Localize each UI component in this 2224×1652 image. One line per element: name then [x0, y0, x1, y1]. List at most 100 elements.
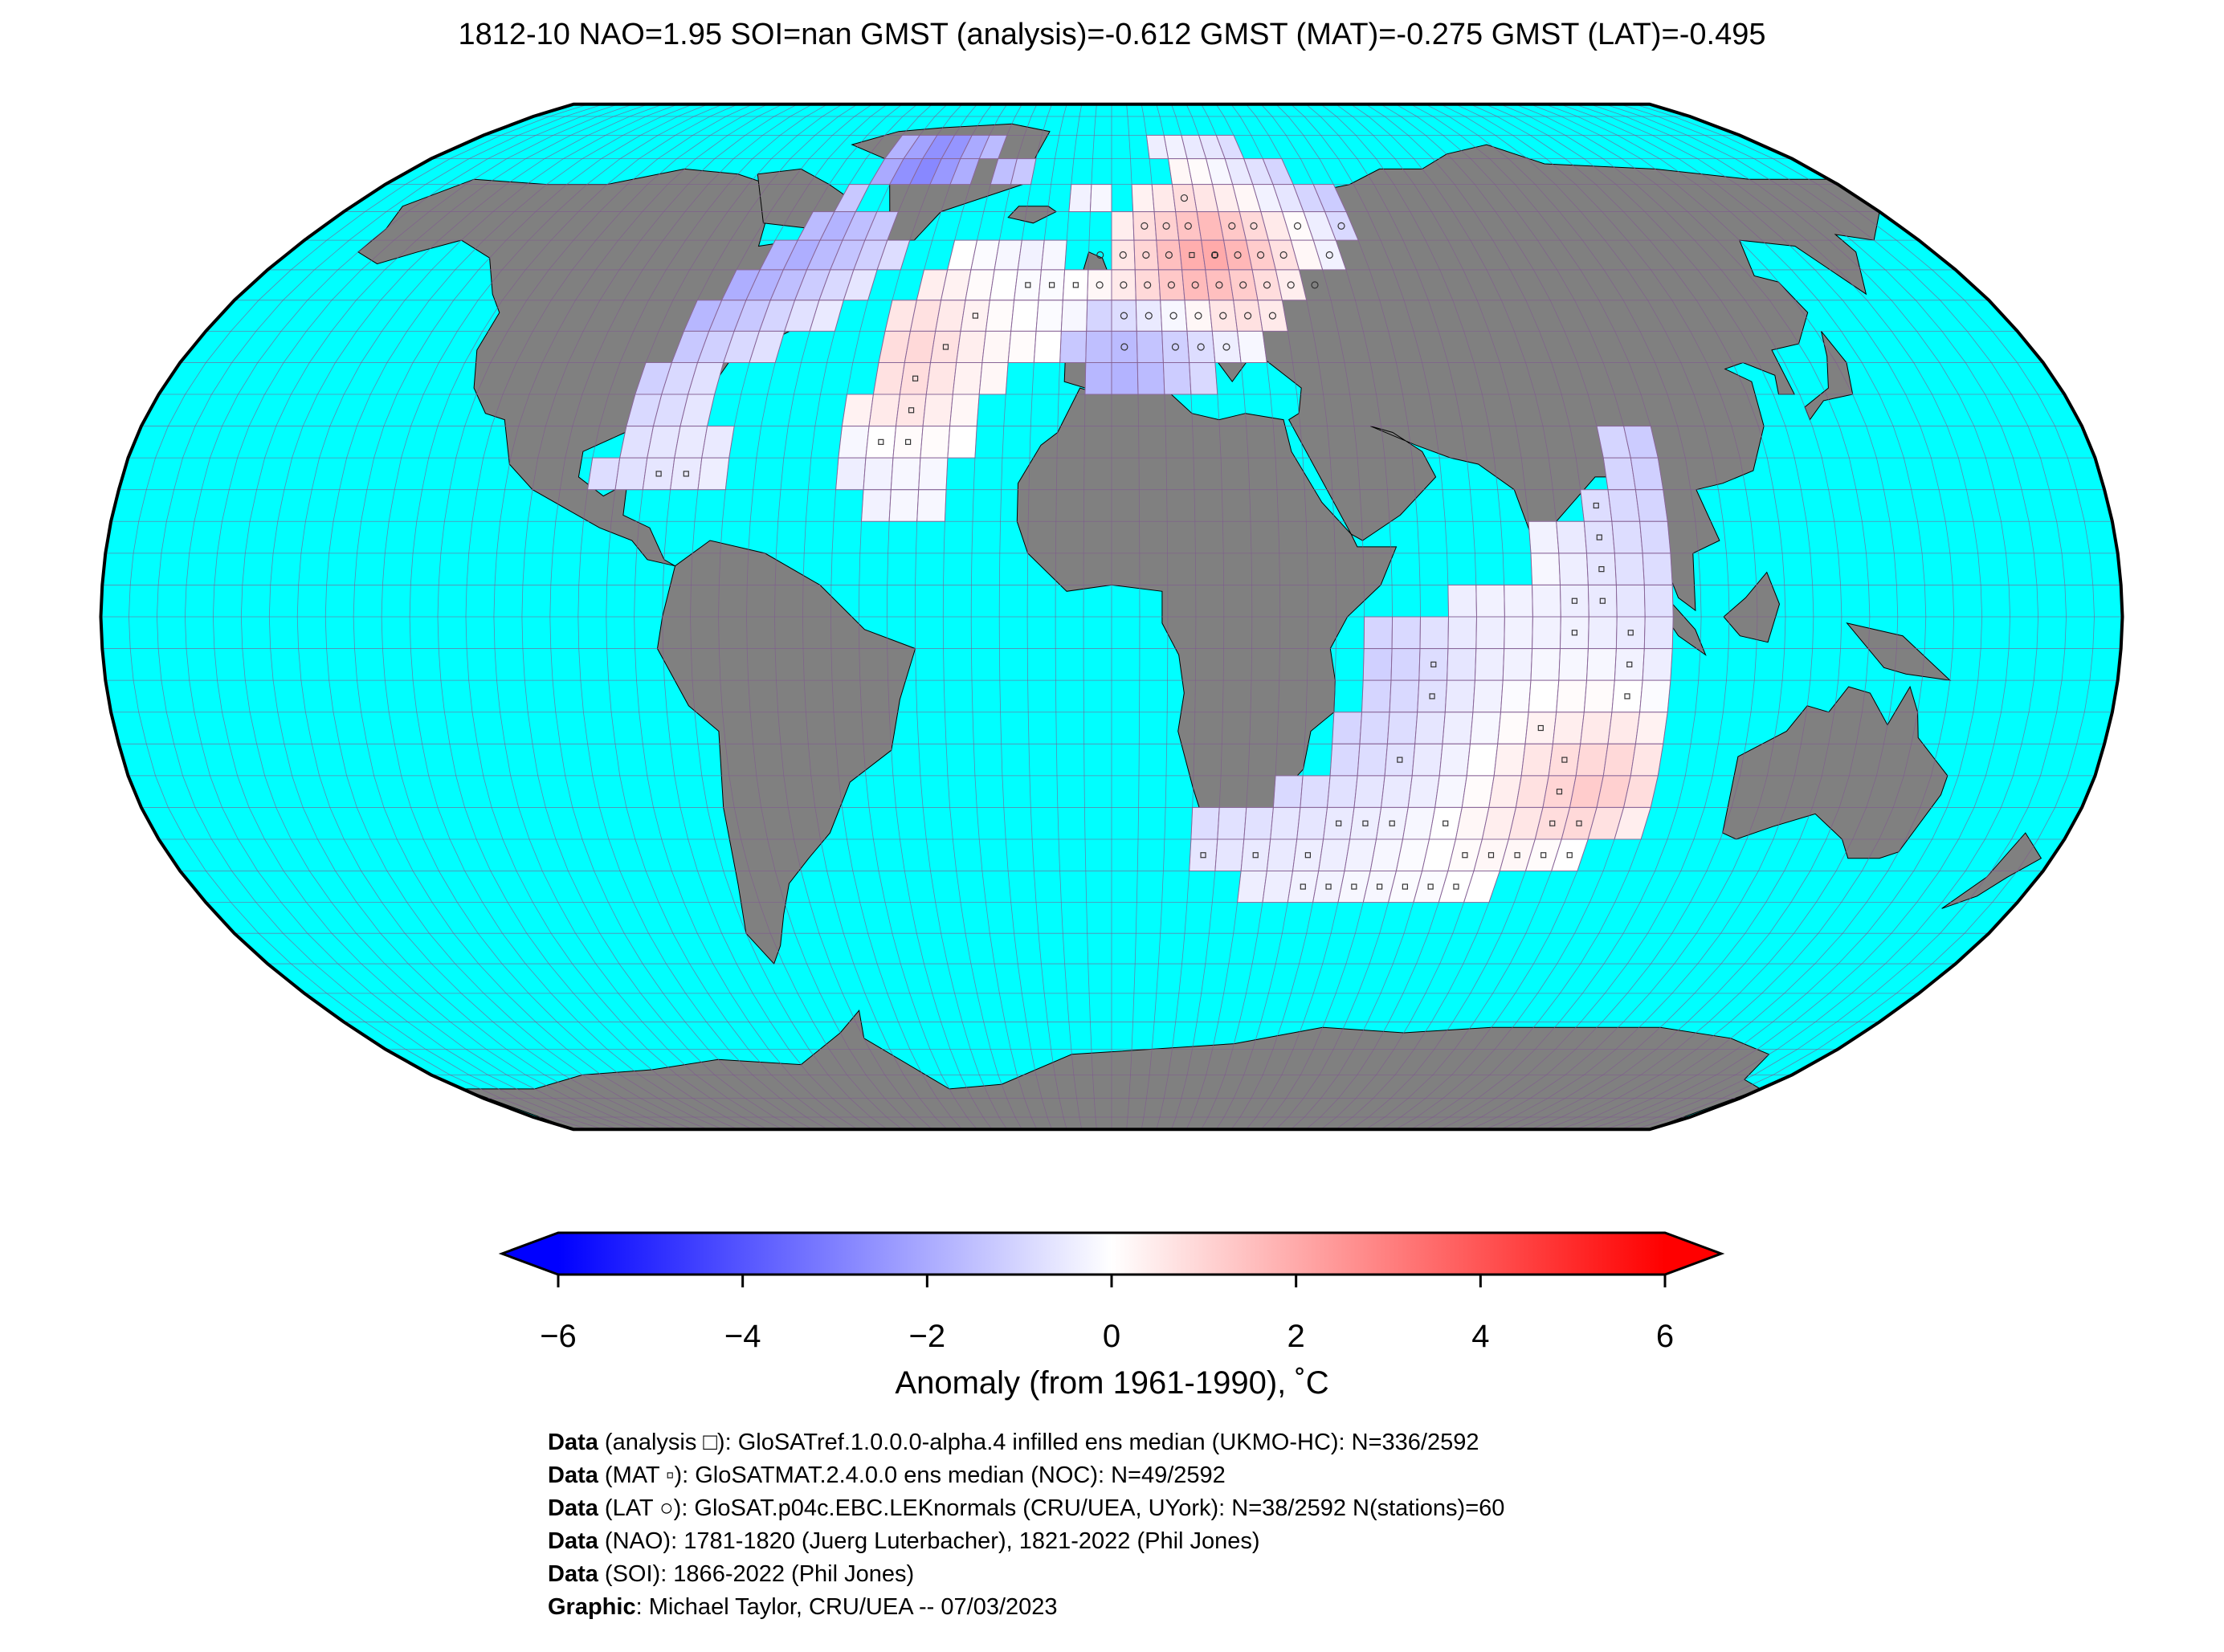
colorbar-tick-label: −4: [724, 1319, 761, 1354]
lat-marker: [1096, 251, 1104, 259]
lat-marker: [1293, 222, 1302, 230]
mat-marker: [1571, 630, 1577, 636]
mat-marker: [1300, 883, 1306, 890]
mat-marker: [1540, 852, 1547, 859]
lat-marker: [1184, 222, 1192, 230]
mat-marker: [1397, 757, 1403, 763]
mat-marker: [1571, 598, 1577, 604]
lat-marker: [1210, 251, 1219, 259]
lat-marker: [1120, 343, 1128, 351]
credit-text: (LAT ○): GloSAT.p04c.EBC.LEKnormals (CRU…: [598, 1495, 1505, 1521]
mat-marker: [1336, 820, 1342, 826]
credit-line-soi: Data (SOI): 1866-2022 (Phil Jones): [548, 1558, 1504, 1591]
mat-marker: [1351, 883, 1357, 890]
mat-marker: [1211, 251, 1218, 259]
data-credits: Data (analysis □): GloSATref.1.0.0.0-alp…: [548, 1426, 1504, 1624]
mat-marker: [1304, 852, 1311, 859]
land-borneo: [1723, 571, 1781, 643]
colorbar-extend-left: [502, 1233, 558, 1275]
map-boundary: [99, 102, 2124, 1132]
observation-markers: [655, 194, 1634, 890]
lat-marker: [1142, 251, 1150, 259]
lat-marker: [1325, 251, 1333, 259]
lat-marker: [1197, 343, 1205, 351]
colorbar-ticks: [557, 1275, 1667, 1287]
lat-marker: [1141, 222, 1149, 230]
mat-marker: [942, 344, 949, 350]
mat-marker: [878, 438, 884, 445]
lat-marker: [1219, 312, 1227, 320]
lat-marker: [1311, 281, 1319, 289]
colorbar-tick-label: 4: [1471, 1319, 1490, 1354]
mat-marker: [1429, 693, 1435, 700]
lat-marker: [1162, 222, 1170, 230]
mat-marker: [1252, 852, 1259, 859]
colorbar-tick-label: 6: [1655, 1319, 1675, 1354]
mat-marker: [1462, 852, 1468, 859]
lat-marker: [1243, 312, 1252, 320]
mat-marker: [1325, 883, 1332, 890]
lat-marker: [1145, 312, 1153, 320]
mat-marker: [1576, 820, 1582, 826]
mat-marker: [1362, 820, 1369, 826]
land-iceland: [1007, 206, 1057, 224]
mat-marker: [972, 312, 979, 319]
lat-marker: [1119, 251, 1127, 259]
colorbar-tick-label: −6: [540, 1319, 577, 1354]
lat-marker: [1268, 312, 1277, 320]
mat-marker: [683, 471, 689, 477]
mat-marker: [1427, 883, 1434, 890]
lat-marker: [1165, 251, 1173, 259]
mat-marker: [1453, 883, 1459, 890]
mat-marker: [1487, 852, 1495, 859]
mat-marker: [1593, 502, 1599, 509]
mat-marker: [1389, 820, 1395, 826]
lat-marker: [1256, 251, 1265, 259]
lat-marker: [1239, 281, 1247, 289]
lat-marker: [1180, 194, 1189, 202]
credit-label: Data: [548, 1561, 598, 1587]
mat-marker: [655, 471, 662, 477]
colorbar-gradient: [558, 1233, 1665, 1275]
mat-marker: [908, 407, 915, 414]
lat-marker: [1337, 222, 1345, 230]
lat-marker: [1263, 281, 1271, 289]
lat-marker: [1169, 312, 1177, 320]
land-new-guinea: [1846, 622, 1952, 681]
lat-marker: [1250, 222, 1258, 230]
mat-marker: [1200, 852, 1206, 859]
mat-marker: [1514, 852, 1520, 859]
credit-label: Data: [548, 1495, 598, 1521]
lat-marker: [1120, 312, 1128, 320]
mat-marker: [1402, 883, 1408, 890]
mat-marker: [1624, 693, 1630, 700]
lat-marker: [1096, 281, 1104, 289]
mat-marker: [1627, 630, 1634, 636]
credit-text: (NAO): 1781-1820 (Juerg Luterbacher), 18…: [598, 1528, 1260, 1554]
credit-line-mat: Data (MAT ▫): GloSATMAT.2.4.0.0 ens medi…: [548, 1459, 1504, 1492]
mat-marker: [1377, 883, 1383, 890]
credit-label: Graphic: [548, 1594, 636, 1620]
colorbar-tick-label: 2: [1287, 1319, 1305, 1354]
colorbar-label: Anomaly (from 1961-1990), ˚C: [895, 1365, 1329, 1401]
mat-marker: [1566, 852, 1573, 859]
mat-marker: [1048, 282, 1055, 288]
credit-line-analysis: Data (analysis □): GloSATref.1.0.0.0-alp…: [548, 1426, 1504, 1459]
mat-marker: [1430, 661, 1437, 667]
lat-marker: [1222, 343, 1230, 351]
mat-marker: [1072, 282, 1079, 288]
credit-label: Data: [548, 1462, 598, 1488]
credit-text: (MAT ▫): GloSATMAT.2.4.0.0 ens median (N…: [598, 1462, 1226, 1488]
mat-marker: [1537, 724, 1544, 732]
lat-marker: [1144, 281, 1152, 289]
mat-marker: [1025, 282, 1031, 288]
mat-marker: [1599, 598, 1606, 604]
credit-text: (SOI): 1866-2022 (Phil Jones): [598, 1561, 915, 1587]
mat-marker: [1189, 251, 1195, 259]
credit-line-graphic: Graphic: Michael Taylor, CRU/UEA -- 07/0…: [548, 1591, 1504, 1624]
mat-marker: [1596, 534, 1602, 540]
mat-marker: [1556, 789, 1563, 795]
mat-marker: [1443, 820, 1449, 826]
lat-marker: [1287, 281, 1295, 289]
